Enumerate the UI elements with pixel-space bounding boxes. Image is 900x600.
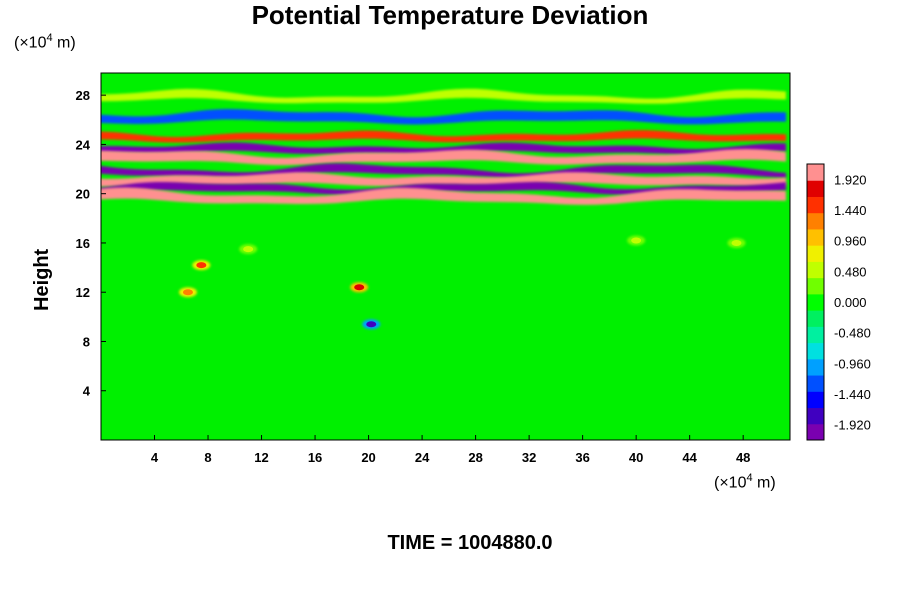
colorbar-segment (807, 423, 824, 441)
colorbar-segment (807, 391, 824, 409)
y-unit-suffix: m) (52, 34, 76, 52)
field-feature (243, 246, 254, 253)
field-band (101, 88, 786, 104)
plot-background (101, 73, 790, 440)
colorbar-tick-label: -0.960 (834, 356, 871, 371)
y-tick-label: 24 (76, 137, 91, 152)
chart-title: Potential Temperature Deviation (251, 0, 649, 30)
colorbar-segment (807, 407, 824, 425)
x-tick-label: 24 (415, 450, 430, 465)
y-axis-unit: (×104 m) (14, 32, 76, 52)
field-band (101, 130, 786, 143)
colorbar-segment (807, 293, 824, 311)
field-band (101, 142, 786, 155)
plot-frame (100, 72, 791, 441)
x-tick-label: 32 (522, 450, 536, 465)
colorbar-tick-label: 0.480 (834, 264, 867, 279)
y-tick-label: 12 (76, 285, 90, 300)
x-tick-label: 20 (361, 450, 375, 465)
colorbar-tick-label: -0.480 (834, 326, 871, 341)
y-tick-label: 28 (76, 88, 90, 103)
x-tick-label: 12 (254, 450, 268, 465)
colorbar-segment (807, 164, 824, 181)
colorbar-segment (807, 212, 824, 230)
colorbar-tick-label: -1.920 (834, 418, 871, 433)
x-tick-label: 28 (468, 450, 482, 465)
field-band (101, 149, 786, 166)
colorbar-segment (807, 358, 824, 376)
x-unit-suffix: m) (752, 474, 776, 492)
colorbar-segment (807, 180, 824, 197)
colorbar-tick-label: 1.920 (834, 172, 867, 187)
colorbar-frame (806, 163, 825, 441)
field-layer (101, 88, 786, 330)
y-unit-prefix: (×10 (14, 34, 47, 52)
field-band (101, 109, 786, 125)
field-feature (354, 284, 365, 291)
x-tick-label: 16 (308, 450, 322, 465)
colorbar-tick-label: 1.440 (834, 203, 867, 218)
y-tick-label: 16 (76, 236, 90, 251)
x-tick-label: 36 (575, 450, 589, 465)
x-unit-exponent: 4 (746, 472, 753, 484)
x-tick-label: 40 (629, 450, 643, 465)
x-tick-label: 48 (736, 450, 750, 465)
colorbar-segment (807, 375, 824, 392)
x-tick-label: 4 (151, 450, 159, 465)
y-ticks: 4 8 12 16 20 24 28 (76, 88, 106, 399)
colorbar-segment (807, 245, 824, 262)
colorbar-segment (807, 196, 824, 214)
y-tick-label: 4 (83, 384, 91, 399)
colorbar-segment (807, 228, 824, 246)
colorbar-segment (807, 277, 824, 295)
colorbar-tick-label: -1.440 (834, 387, 871, 402)
colorbar-segment (807, 326, 824, 344)
x-axis-unit: (×104 m) (714, 472, 776, 492)
field-band (101, 187, 786, 205)
x-unit-prefix: (×10 (714, 474, 747, 492)
y-tick-label: 20 (76, 187, 90, 202)
field-feature (366, 321, 377, 328)
colorbar-segment (807, 261, 824, 279)
x-tick-label: 8 (204, 450, 211, 465)
field-feature (196, 262, 207, 269)
field-feature (631, 237, 642, 244)
colorbar-tick-label: 0.000 (834, 295, 867, 310)
field-feature (182, 289, 193, 296)
time-label: TIME = 1004880.0 (387, 532, 553, 554)
colorbar: 1.920 1.440 0.960 0.480 0.000 -0.480 -0.960 -1.… (806, 163, 871, 441)
colorbar-segment (807, 310, 824, 327)
field-band (101, 181, 786, 195)
x-tick-label: 44 (682, 450, 697, 465)
colorbar-tick-label: 0.960 (834, 234, 867, 249)
colorbar-segment (807, 342, 824, 360)
y-tick-label: 8 (83, 334, 90, 349)
y-unit-exponent: 4 (46, 32, 53, 44)
field-band (101, 172, 786, 187)
x-ticks: 4 8 12 16 20 24 28 32 36 40 44 48 (151, 435, 750, 465)
field-feature (731, 239, 742, 246)
